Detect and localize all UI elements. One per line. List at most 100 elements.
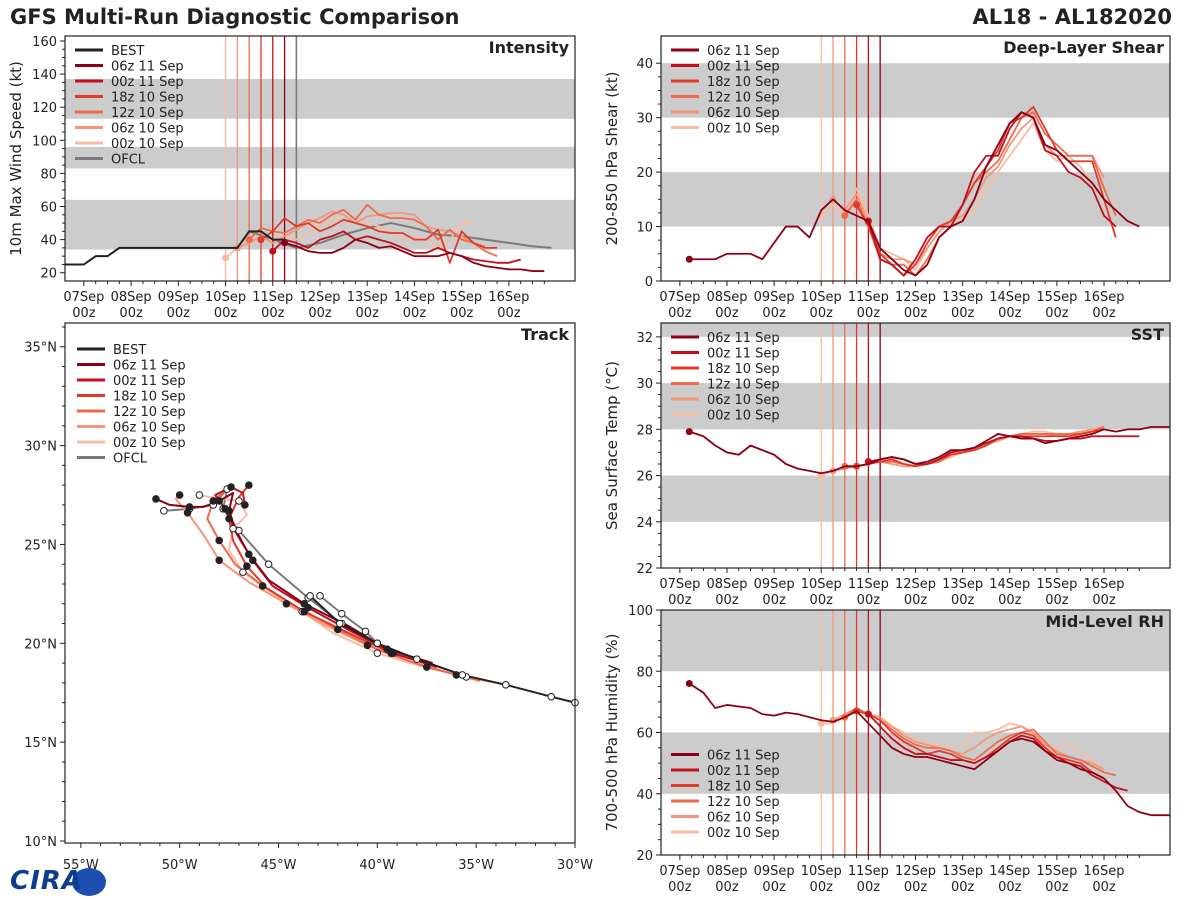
track-marker: [422, 663, 431, 671]
x-tick-sublabel: 00z: [904, 593, 928, 608]
init-point: [685, 680, 693, 687]
x-tick-sublabel: 00z: [403, 306, 427, 321]
legend-label: 00z 10 Sep: [707, 122, 780, 137]
x-tick-sublabel: 00z: [904, 306, 928, 321]
x-tick-label: 14Sep: [989, 577, 1030, 592]
track-marker: [383, 645, 392, 654]
x-tick-sublabel: 00z: [668, 593, 692, 608]
x-tick-sublabel: 00z: [308, 306, 332, 321]
track-marker: [300, 599, 308, 608]
track-line: [174, 494, 507, 686]
track-marker: [245, 550, 253, 559]
threshold-band: [661, 475, 1170, 522]
y-tick-label: 160: [32, 35, 57, 50]
y-tick-label: 100: [32, 134, 57, 149]
x-tick-label: 09Sep: [754, 577, 795, 592]
threshold-band: [661, 323, 1170, 337]
x-tick-sublabel: 00z: [904, 880, 928, 895]
init-point: [245, 236, 253, 244]
y-tick-label: 60: [636, 727, 653, 742]
logo-text: CIRA: [10, 866, 83, 896]
x-tick-label: 13Sep: [942, 290, 983, 305]
legend-label: 06z 11 Sep: [707, 331, 780, 346]
y-tick-label: 40: [40, 234, 57, 249]
series-line: [832, 707, 1105, 771]
init-point: [281, 239, 289, 247]
x-tick-sublabel: 00z: [810, 306, 834, 321]
legend-label: 00z 11 Sep: [707, 347, 780, 362]
y-tick-label: 80: [636, 665, 653, 680]
legend-label: 00z 10 Sep: [111, 137, 184, 152]
legend-label: 18z 10 Sep: [111, 91, 184, 106]
threshold-band: [661, 172, 1170, 227]
panel-title: SST: [1131, 325, 1164, 344]
x-tick-sublabel: 00z: [762, 880, 786, 895]
track-marker: [229, 524, 237, 533]
x-tick-label: 15Sep: [1036, 290, 1077, 305]
y-axis-label: 200-850 hPa Shear (kt): [603, 72, 621, 246]
storm-id: AL18 - AL182020: [972, 5, 1173, 29]
x-tick-sublabel: 00z: [857, 880, 881, 895]
y-axis-label: 700-500 hPa Humidity (%): [603, 633, 621, 831]
init-point: [853, 201, 861, 209]
y-tick-label: 10°N: [24, 835, 57, 850]
x-tick-sublabel: 00z: [857, 593, 881, 608]
series-line: [272, 230, 521, 264]
x-tick-label: 07Sep: [659, 290, 700, 305]
x-tick-label: 14Sep: [394, 290, 435, 305]
threshold-band: [661, 63, 1170, 118]
init-point: [841, 212, 849, 220]
legend-label: 06z 10 Sep: [707, 811, 780, 826]
x-tick-sublabel: 00z: [951, 593, 975, 608]
x-tick-sublabel: 00z: [1045, 880, 1069, 895]
track-marker: [241, 501, 249, 509]
x-tick-label: 35°W: [458, 858, 494, 873]
track-marker: [215, 536, 223, 545]
track-marker: [195, 491, 204, 499]
x-tick-label: 07Sep: [659, 577, 700, 592]
x-tick-label: 10Sep: [801, 290, 842, 305]
legend-label: 06z 10 Sep: [707, 106, 780, 121]
legend-label: 00z 10 Sep: [113, 436, 186, 451]
legend-label: 18z 10 Sep: [707, 780, 780, 795]
y-tick-label: 32: [636, 331, 653, 346]
x-tick-sublabel: 00z: [1092, 593, 1116, 608]
legend-label: 06z 10 Sep: [113, 421, 186, 436]
x-tick-label: 14Sep: [989, 290, 1030, 305]
legend-label: 06z 11 Sep: [113, 359, 186, 374]
track-line: [206, 486, 481, 682]
track-marker: [248, 556, 257, 565]
y-tick-label: 120: [32, 101, 57, 116]
x-tick-label: 11Sep: [848, 290, 889, 305]
figure-title: GFS Multi-Run Diagnostic Comparison: [10, 5, 460, 29]
track-line: [228, 484, 435, 667]
legend-label: 06z 11 Sep: [111, 60, 184, 75]
y-tick-label: 30: [636, 377, 653, 392]
series-line: [844, 707, 1117, 777]
x-tick-label: 09Sep: [158, 290, 199, 305]
series-line: [65, 230, 285, 266]
x-tick-label: 12Sep: [895, 577, 936, 592]
shear-panel: 01020304007Sep00z08Sep00z09Sep00z10Sep00…: [603, 35, 1171, 321]
x-tick-sublabel: 00z: [214, 306, 238, 321]
x-tick-label: 10Sep: [801, 864, 842, 879]
rh-panel: 2040608010007Sep00z08Sep00z09Sep00z10Sep…: [603, 604, 1171, 895]
init-point: [222, 254, 230, 262]
cira-logo: CIRA: [4, 866, 108, 898]
x-tick-sublabel: 00z: [261, 306, 285, 321]
x-tick-label: 15Sep: [441, 290, 482, 305]
y-tick-label: 30°N: [24, 440, 57, 455]
x-tick-label: 08Sep: [706, 290, 747, 305]
y-tick-label: 30: [636, 112, 653, 127]
sst-panel: 22242628303207Sep00z08Sep00z09Sep00z10Se…: [603, 322, 1171, 608]
init-point: [817, 719, 825, 727]
legend-label: 00z 11 Sep: [113, 374, 186, 389]
legend-label: OFCL: [111, 153, 146, 168]
y-tick-label: 20: [40, 267, 57, 282]
x-tick-sublabel: 00z: [1092, 880, 1116, 895]
x-tick-sublabel: 00z: [72, 306, 96, 321]
y-tick-label: 140: [32, 68, 57, 83]
x-tick-sublabel: 00z: [951, 306, 975, 321]
x-tick-sublabel: 00z: [998, 593, 1022, 608]
x-tick-label: 12Sep: [299, 290, 340, 305]
